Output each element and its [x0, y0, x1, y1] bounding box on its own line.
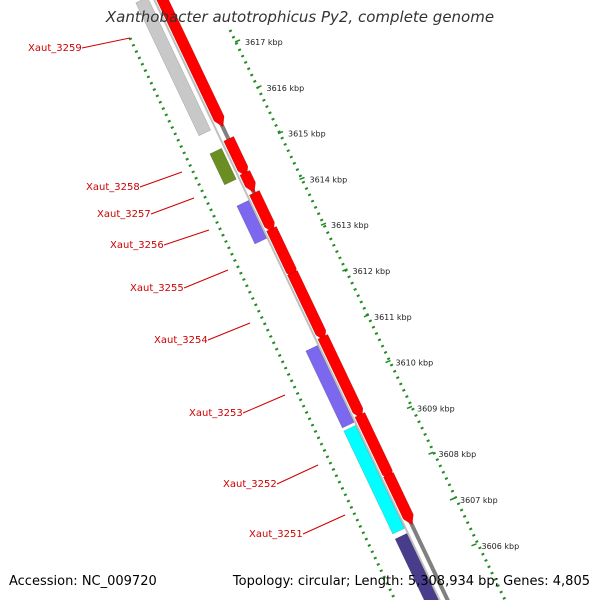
- gene-label-leader: [302, 514, 346, 535]
- gene-label-leader: [276, 464, 319, 485]
- kbp-tick-mark: [385, 359, 391, 364]
- kbp-tick-label: 3607 kbp: [460, 496, 498, 505]
- kbp-tick-label: 3606 kbp: [482, 542, 520, 551]
- scale-track-inner: [128, 37, 397, 600]
- gene-block[interactable]: [317, 334, 364, 420]
- gene-block[interactable]: [266, 226, 297, 280]
- gene-label[interactable]: Xaut_3252: [223, 479, 277, 490]
- gene-block[interactable]: [287, 270, 327, 342]
- kbp-tick-label: 3617 kbp: [245, 38, 283, 47]
- genome-summary-text: Topology: circular; Length: 5,308,934 bp…: [232, 574, 590, 589]
- kbp-tick-mark: [342, 268, 348, 272]
- gene-block[interactable]: [236, 200, 267, 245]
- kbp-tick-mark: [277, 130, 284, 135]
- kbp-tick-mark: [299, 176, 305, 181]
- gene-label[interactable]: Xaut_3256: [110, 240, 164, 251]
- genes-layer: [135, 0, 441, 600]
- gene-block[interactable]: [383, 472, 414, 526]
- kbp-tick-label: 3608 kbp: [439, 450, 477, 459]
- kbp-tick-mark: [256, 85, 262, 89]
- gene-label[interactable]: Xaut_3258: [86, 182, 140, 193]
- gene-label[interactable]: Xaut_3254: [154, 335, 208, 346]
- kbp-tick-label: 3616 kbp: [267, 84, 305, 93]
- gene-block[interactable]: [343, 425, 405, 535]
- kbp-tick-mark: [234, 39, 241, 43]
- kbp-tick-label: 3612 kbp: [353, 267, 391, 276]
- gene-labels-layer: Xaut_3259 Xaut_3258 Xaut_3257 Xaut_3256 Xaut…: [28, 37, 346, 540]
- gene-block[interactable]: [209, 147, 237, 186]
- gene-block[interactable]: [135, 0, 212, 137]
- kbp-tick-mark: [320, 222, 327, 226]
- gene-label[interactable]: Xaut_3251: [249, 529, 303, 540]
- accession-text: Accession: NC_009720: [9, 574, 157, 589]
- gene-block[interactable]: [394, 533, 441, 600]
- genome-title: Xanthobacter autotrophicus Py2, complete…: [105, 8, 495, 26]
- gene-label[interactable]: Xaut_3257: [97, 209, 151, 220]
- gene-block[interactable]: [154, 0, 225, 128]
- kbp-tick-mark: [449, 497, 456, 501]
- kbp-tick-mark: [406, 405, 413, 410]
- gene-label[interactable]: Xaut_3255: [130, 283, 184, 294]
- gene-label-leader: [81, 37, 131, 49]
- kbp-tick-mark: [471, 543, 477, 547]
- gene-block[interactable]: [239, 170, 256, 194]
- kbp-tick-label: 3611 kbp: [374, 313, 412, 322]
- kbp-tick-label: 3614 kbp: [310, 175, 348, 184]
- ticks-layer: 3617 kbp 3616 kbp 3615 kbp 3614 kbp 3613 kbp…: [234, 38, 520, 551]
- kbp-tick-mark: [363, 314, 370, 318]
- gene-label-leader: [139, 171, 183, 188]
- kbp-tick-label: 3613 kbp: [331, 221, 369, 230]
- gene-label-leader: [183, 269, 229, 289]
- kbp-tick-label: 3615 kbp: [288, 130, 326, 139]
- gene-label-leader: [242, 394, 286, 414]
- backbone-inner: [153, 0, 441, 600]
- gene-label[interactable]: Xaut_3253: [189, 408, 243, 419]
- kbp-tick-label: 3609 kbp: [417, 404, 455, 413]
- gene-block[interactable]: [305, 345, 355, 429]
- kbp-tick-label: 3610 kbp: [396, 359, 434, 368]
- gene-label[interactable]: Xaut_3259: [28, 43, 82, 54]
- gene-label-leader: [207, 322, 251, 341]
- gene-label-leader: [163, 229, 210, 246]
- kbp-tick-mark: [428, 451, 434, 455]
- gene-label-leader: [150, 197, 195, 215]
